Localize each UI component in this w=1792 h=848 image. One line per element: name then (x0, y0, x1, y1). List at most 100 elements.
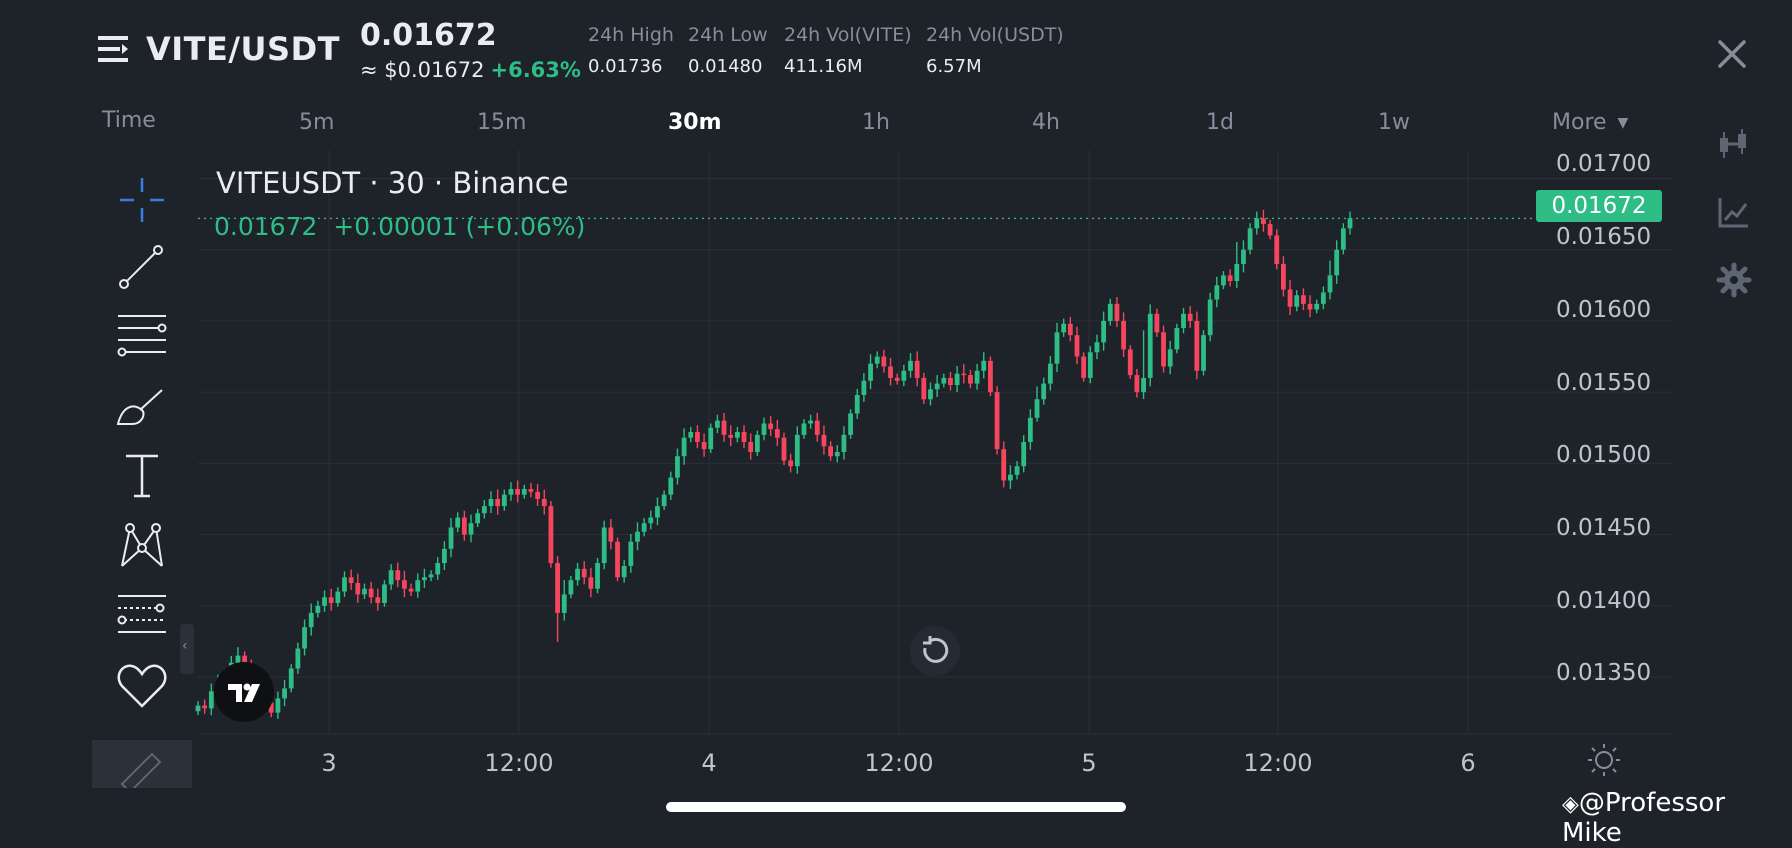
candle-body (202, 705, 208, 709)
candle-body (481, 506, 487, 514)
candle-body (834, 451, 840, 457)
candle-body (595, 563, 600, 589)
candle-body (375, 597, 381, 603)
candle-body (914, 360, 920, 378)
candle-body (1247, 228, 1253, 250)
x-tick: 6 (1460, 749, 1476, 777)
text-icon[interactable] (112, 448, 172, 504)
candle-body (508, 489, 514, 495)
candle-body (1094, 342, 1100, 353)
candle-body (1340, 228, 1346, 250)
candle-body (488, 498, 494, 507)
candle-body (868, 363, 873, 381)
candle-body (1147, 313, 1153, 378)
indicators-icon[interactable] (1716, 194, 1752, 230)
candle-body (1021, 442, 1027, 467)
candle-body (861, 380, 867, 395)
candle-body (448, 527, 454, 549)
tab-5m[interactable]: 5m (299, 110, 335, 135)
candle-body (1320, 292, 1326, 304)
tab-30m[interactable]: 30m (668, 110, 722, 135)
candle-body (282, 688, 287, 699)
candle-body (941, 377, 947, 384)
candle-body (708, 427, 714, 450)
candle-body (1087, 352, 1093, 378)
candle-body (801, 423, 807, 435)
candle-body (461, 517, 467, 535)
menu-icon[interactable] (98, 34, 130, 66)
candle-body (894, 377, 900, 381)
candle-body (888, 366, 893, 378)
reset-chart-button[interactable] (910, 626, 960, 676)
candle-body (1314, 303, 1320, 310)
candle-body (1127, 349, 1133, 376)
usd-approx-price: ≈ $0.01672 (360, 58, 485, 82)
stat-low-label: 24h Low (688, 24, 768, 46)
collapse-toolbar-button[interactable]: ‹ (180, 624, 194, 674)
candle-body (681, 437, 687, 457)
candle-body (1261, 218, 1266, 225)
x-tick: 4 (701, 749, 717, 777)
candle-body (1114, 303, 1120, 321)
candle-body (621, 565, 627, 578)
stat-vol-quote-label: 24h Vol(USDT) (926, 24, 1064, 46)
tab-4h[interactable]: 4h (1032, 110, 1060, 135)
candle-body (608, 527, 614, 542)
candle-body (1101, 320, 1107, 343)
candle-body (1214, 285, 1220, 300)
candle-body (528, 489, 534, 492)
fib-icon[interactable] (112, 588, 172, 644)
tradingview-logo[interactable] (214, 662, 274, 722)
candle-body (761, 423, 767, 435)
tab-1h[interactable]: 1h (862, 110, 890, 135)
candle-body (695, 432, 700, 442)
candle-body (1234, 263, 1240, 282)
candle-body (1307, 303, 1313, 310)
candle-body (1047, 363, 1053, 384)
candle-body (1141, 377, 1146, 393)
favorite-icon[interactable] (112, 658, 172, 714)
ruler-tool[interactable] (92, 740, 192, 794)
candle-body (901, 370, 907, 381)
candle-body (475, 513, 481, 524)
candle-body (601, 527, 607, 564)
candle-body (1254, 218, 1260, 229)
sun-icon[interactable] (1586, 742, 1622, 778)
candle-settings-icon[interactable] (1716, 126, 1752, 162)
candle-body (342, 577, 347, 592)
candle-body (635, 531, 640, 542)
crosshair-icon[interactable] (112, 172, 172, 228)
candle-body (841, 434, 847, 452)
change-percent: +6.63% (490, 58, 581, 82)
candle-body (1274, 235, 1280, 264)
stat-vol-quote-value: 6.57M (926, 56, 982, 77)
candle-body (721, 420, 727, 435)
candle-body (1267, 224, 1273, 236)
pattern-icon[interactable] (112, 518, 172, 574)
brush-icon[interactable] (112, 380, 172, 436)
tab-1d[interactable]: 1d (1206, 110, 1234, 135)
tab-15m[interactable]: 15m (477, 110, 527, 135)
x-tick: 3 (321, 749, 337, 777)
close-icon[interactable] (1712, 34, 1752, 74)
gear-icon[interactable] (1716, 262, 1752, 298)
candle-body (734, 432, 740, 438)
candle-body (774, 429, 780, 438)
candle-body (1081, 356, 1087, 378)
pair-title[interactable]: VITE/USDT (146, 30, 340, 68)
tab-1w[interactable]: 1w (1378, 110, 1410, 135)
more-dropdown[interactable]: More ▼ (1552, 110, 1628, 135)
stat-high-value: 0.01736 (588, 56, 663, 77)
candle-body (195, 705, 201, 712)
candle-body (1201, 335, 1206, 371)
candle-body (701, 442, 707, 450)
candle-body (501, 494, 507, 507)
candle-body (641, 523, 647, 532)
trendline-icon[interactable] (112, 240, 172, 296)
stat-high-label: 24h High (588, 24, 674, 46)
caret-down-icon: ▼ (1617, 115, 1629, 131)
chevron-left-icon: ‹ (182, 638, 188, 654)
legend-title: VITEUSDT · 30 · Binance (216, 166, 569, 200)
horizontal-lines-icon[interactable] (112, 308, 172, 364)
candle-body (715, 420, 720, 428)
